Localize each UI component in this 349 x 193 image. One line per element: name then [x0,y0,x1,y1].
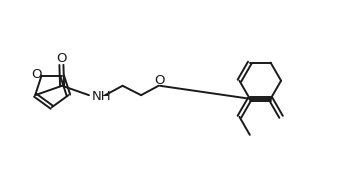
Text: NH: NH [91,90,111,103]
Text: O: O [56,52,67,65]
Text: O: O [31,68,42,81]
Text: O: O [155,74,165,87]
